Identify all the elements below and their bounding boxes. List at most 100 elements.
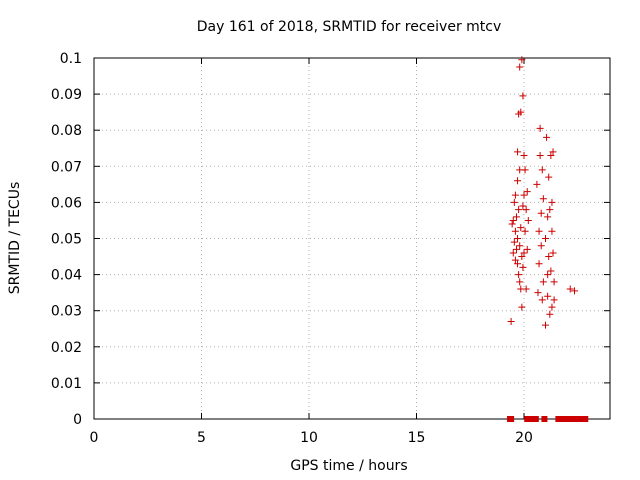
- x-tick-label: 20: [515, 430, 533, 446]
- data-point: [512, 213, 520, 221]
- y-axis-label: SRMTID / TECUs: [7, 182, 23, 295]
- data-point: [516, 242, 524, 250]
- y-tick-label: 0.07: [51, 159, 82, 175]
- data-point: [514, 148, 522, 156]
- data-point: [510, 198, 518, 206]
- data-point: [515, 206, 523, 214]
- data-point: [537, 242, 545, 250]
- data-point: [517, 224, 525, 232]
- data-point: [517, 108, 525, 116]
- y-tick-label: 0.1: [60, 51, 82, 67]
- data-point: [547, 267, 555, 275]
- data-point: [549, 249, 557, 257]
- data-point: [510, 238, 518, 246]
- data-point: [536, 124, 544, 132]
- data-point: [533, 180, 541, 188]
- y-tick-label: 0: [73, 412, 82, 428]
- data-point: [522, 285, 530, 293]
- data-point: [507, 318, 515, 326]
- data-point: [548, 303, 556, 311]
- y-tick-label: 0.09: [51, 87, 82, 103]
- data-point: [566, 285, 574, 293]
- data-point: [520, 151, 528, 159]
- data-point: [522, 206, 530, 214]
- data-point: [518, 303, 526, 311]
- data-point-zero: [582, 416, 589, 422]
- data-point: [523, 245, 531, 253]
- data-point: [539, 278, 547, 286]
- data-point: [535, 227, 543, 235]
- data-point: [519, 263, 527, 271]
- data-point: [546, 206, 554, 214]
- data-point: [524, 216, 532, 224]
- y-tick-label: 0.06: [51, 195, 82, 211]
- data-point: [542, 321, 549, 329]
- data-point: [520, 191, 528, 199]
- grid-lines: [94, 58, 610, 419]
- data-point: [545, 173, 553, 181]
- data-point: [516, 278, 524, 286]
- data-point: [548, 198, 556, 206]
- data-point: [519, 202, 527, 210]
- data-point: [535, 260, 543, 268]
- data-point: [519, 92, 527, 100]
- data-point: [509, 216, 517, 224]
- data-point: [514, 177, 522, 185]
- data-point: [546, 310, 554, 318]
- data-point-zero: [532, 416, 539, 422]
- data-point: [542, 235, 549, 242]
- data-point: [548, 227, 556, 235]
- x-axis-label: GPS time / hours: [290, 458, 407, 474]
- data-point: [511, 256, 519, 264]
- data-point: [545, 253, 553, 261]
- x-tick-label: 5: [197, 430, 206, 446]
- plot-frame: [93, 57, 611, 420]
- x-tick-label: 0: [90, 430, 99, 446]
- data-point: [515, 271, 523, 279]
- y-tick-label: 0.03: [51, 304, 82, 320]
- data-point: [509, 249, 517, 257]
- data-point-zero: [508, 416, 515, 422]
- data-points: [507, 56, 589, 422]
- data-point: [521, 166, 529, 174]
- data-point: [544, 292, 552, 300]
- data-point: [537, 209, 545, 217]
- data-point: [549, 148, 557, 156]
- chart-title: Day 161 of 2018, SRMTID for receiver mtc…: [197, 19, 502, 35]
- data-point: [520, 249, 528, 257]
- data-point: [550, 278, 558, 286]
- data-point: [550, 296, 558, 304]
- data-point: [514, 235, 522, 242]
- y-axis: 0 0.01 0.02 0.03 0.04 0.05 0.06 0.07 0.08 0.09 0.1: [51, 51, 610, 428]
- data-point: [547, 151, 555, 159]
- data-point: [571, 287, 579, 295]
- data-point: [538, 166, 546, 174]
- data-point: [516, 63, 524, 71]
- data-point: [511, 227, 519, 235]
- data-point: [543, 133, 551, 141]
- y-tick-label: 0.05: [51, 232, 82, 248]
- data-point: [544, 271, 552, 279]
- y-tick-label: 0.08: [51, 123, 82, 139]
- x-axis: 0 5 10 15 20: [90, 58, 533, 446]
- data-point: [518, 56, 526, 64]
- data-point-zero: [541, 416, 548, 422]
- y-tick-label: 0.01: [51, 376, 82, 392]
- data-point: [508, 220, 516, 228]
- data-point: [512, 245, 520, 253]
- data-point: [518, 253, 526, 261]
- data-point: [521, 227, 529, 235]
- data-point: [511, 191, 519, 199]
- y-tick-label: 0.04: [51, 268, 82, 284]
- data-point: [544, 213, 552, 221]
- x-tick-label: 15: [408, 430, 426, 446]
- y-tick-label: 0.02: [51, 340, 82, 356]
- x-tick-label: 10: [300, 430, 318, 446]
- data-point: [534, 289, 542, 297]
- data-point: [536, 151, 544, 159]
- data-point: [514, 260, 522, 268]
- data-point: [523, 188, 531, 196]
- data-point: [538, 296, 546, 304]
- data-point: [539, 195, 547, 203]
